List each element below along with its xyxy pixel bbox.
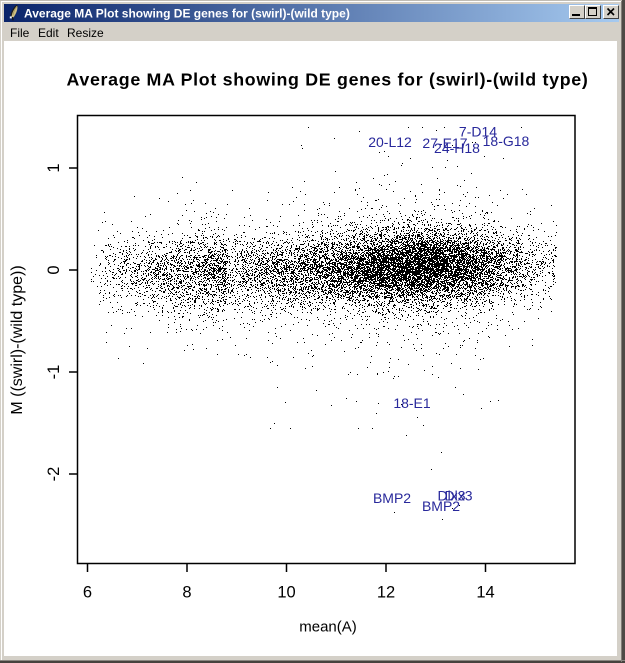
svg-text:-1: -1 [45, 365, 63, 380]
svg-text:24-H18: 24-H18 [434, 140, 480, 156]
svg-text:18-G18: 18-G18 [483, 133, 530, 149]
svg-text:mean(A): mean(A) [299, 619, 357, 636]
svg-text:27-E17: 27-E17 [422, 135, 467, 151]
svg-text:1: 1 [45, 163, 63, 172]
svg-text:BMP2: BMP2 [373, 490, 411, 506]
svg-text:BMP2: BMP2 [422, 498, 460, 514]
svg-text:-2: -2 [45, 467, 63, 482]
svg-text:Average MA Plot showing DE gen: Average MA Plot showing DE genes for (sw… [24, 7, 350, 21]
svg-text:14: 14 [476, 584, 494, 602]
svg-text:8: 8 [182, 584, 191, 602]
svg-text:12: 12 [377, 584, 395, 602]
svg-text:Dlx3: Dlx3 [437, 488, 465, 504]
svg-text:18-E1: 18-E1 [393, 395, 431, 411]
svg-text:Average MA Plot showing DE gen: Average MA Plot showing DE genes for (sw… [67, 70, 589, 90]
svg-text:6: 6 [83, 584, 92, 602]
svg-text:10: 10 [277, 584, 295, 602]
svg-text:M ((swirl)-(wild type)): M ((swirl)-(wild type)) [9, 265, 26, 414]
svg-text:Dlx3: Dlx3 [444, 488, 472, 504]
svg-text:20-L12: 20-L12 [368, 134, 412, 150]
svg-text:0: 0 [45, 265, 63, 274]
svg-text:7-D14: 7-D14 [459, 124, 497, 140]
